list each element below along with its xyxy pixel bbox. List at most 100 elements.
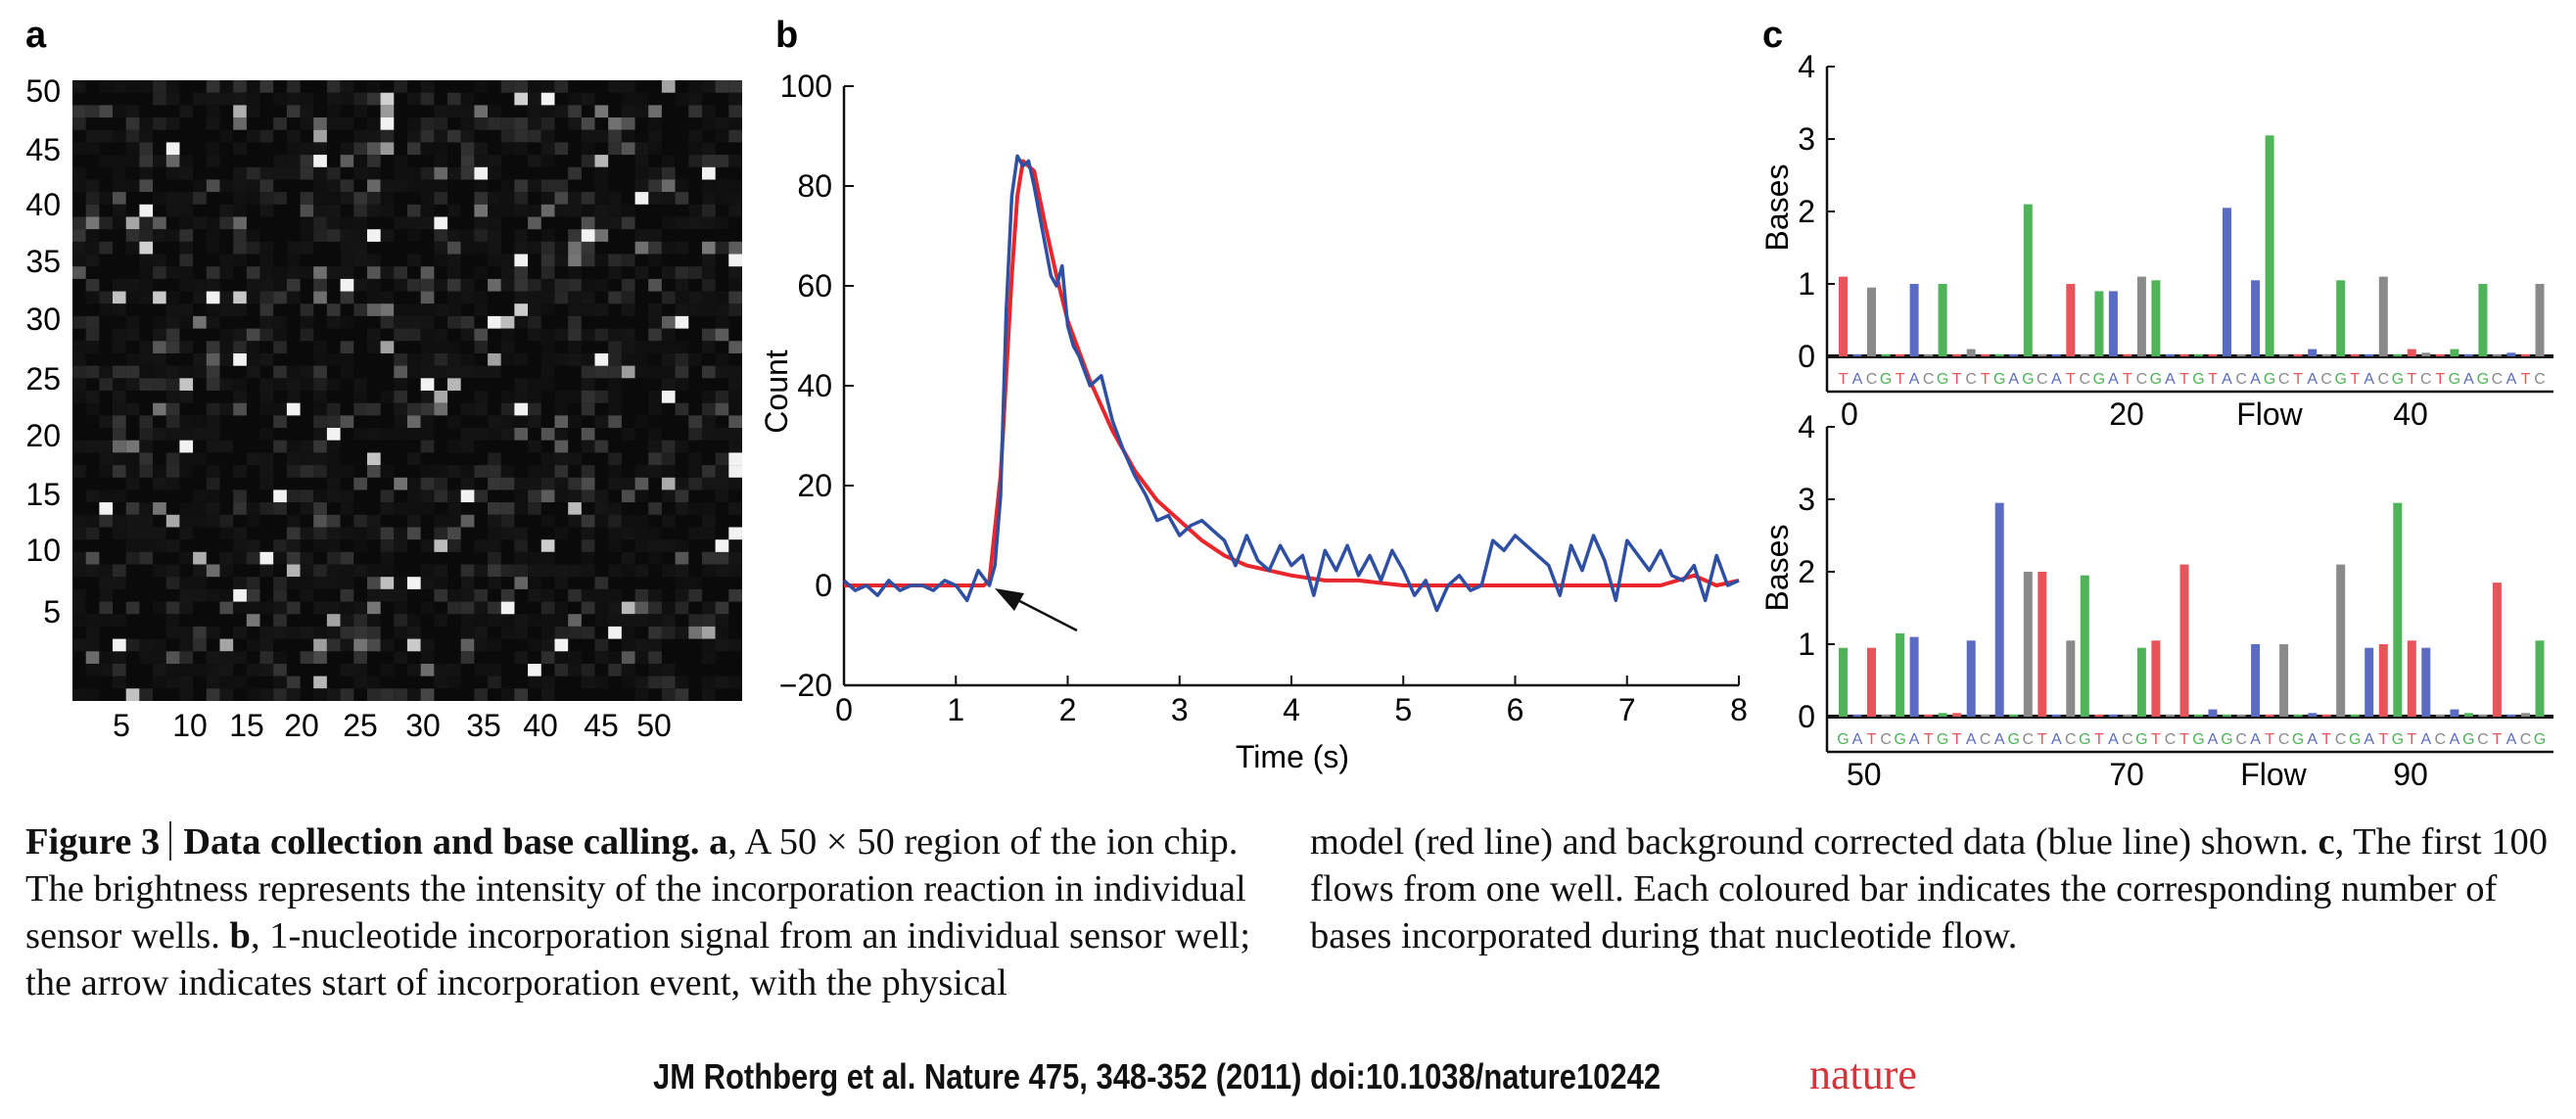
heatmap-cell — [554, 440, 569, 453]
heatmap-cell — [139, 229, 154, 242]
heatmap-x-tick-label: 30 — [405, 708, 441, 743]
flow-bar — [2336, 564, 2346, 717]
heatmap-cell — [165, 328, 180, 342]
heatmap-cell — [634, 490, 649, 503]
heatmap-cell — [139, 452, 154, 466]
heatmap-bright-cell — [113, 638, 126, 652]
heatmap-cell — [434, 117, 448, 130]
heatmap-cell — [179, 452, 194, 466]
heatmap-cell — [568, 105, 582, 118]
heatmap-cell — [286, 266, 301, 279]
flow-bar — [1909, 636, 1919, 717]
heatmap-cell — [153, 664, 166, 676]
heatmap-cell — [447, 241, 461, 255]
heatmap-cell — [179, 551, 194, 565]
heatmap-cell — [581, 539, 595, 552]
heatmap-cell — [353, 564, 367, 578]
heatmap-cell — [407, 129, 421, 143]
heatmap-cell — [219, 514, 234, 528]
heatmap-cell — [581, 551, 595, 565]
heatmap-cell — [634, 527, 649, 540]
heatmap-cell — [99, 440, 114, 453]
heatmap-cell — [219, 638, 234, 652]
heatmap-cell — [594, 415, 609, 429]
heatmap-cell — [233, 527, 247, 540]
heatmap-cell — [286, 391, 301, 403]
flow-bar — [2151, 280, 2161, 356]
heatmap-cell — [179, 601, 194, 615]
heatmap-cell — [514, 391, 529, 403]
heatmap-cell — [139, 688, 154, 701]
heatmap-cell — [500, 527, 515, 540]
heatmap-cell — [715, 402, 729, 416]
heatmap-cell — [85, 278, 100, 292]
heatmap-cell — [688, 626, 702, 639]
heatmap-cell — [367, 601, 381, 615]
flow-bar — [2421, 647, 2431, 717]
heatmap-cell — [286, 105, 301, 118]
heatmap-cell — [273, 676, 287, 689]
y-tick-label: 0 — [815, 568, 832, 603]
heatmap-cell — [326, 229, 341, 242]
heatmap-cell — [300, 651, 314, 664]
heatmap-cell — [500, 142, 515, 156]
heatmap-cell — [675, 564, 689, 578]
heatmap-cell — [326, 378, 341, 391]
heatmap-bright-cell — [514, 254, 529, 267]
heatmap-cell — [568, 266, 582, 279]
heatmap-bright-cell — [259, 551, 274, 565]
bar-x-tick-label: 70 — [2109, 757, 2144, 792]
heatmap-cell — [634, 241, 649, 255]
heatmap-cell — [179, 428, 194, 441]
heatmap-bright-cell — [233, 588, 247, 602]
heatmap-cell — [99, 577, 114, 589]
heatmap-cell — [219, 353, 234, 366]
heatmap-cell — [139, 378, 154, 391]
heatmap-cell — [702, 638, 716, 652]
heatmap-cell — [568, 651, 582, 664]
heatmap-cell — [139, 216, 154, 230]
heatmap-cell — [568, 192, 582, 205]
heatmap-cell — [608, 588, 622, 602]
flow-bar — [2350, 353, 2360, 356]
heatmap-cell — [581, 564, 595, 578]
heatmap-cell — [259, 651, 274, 664]
heatmap-cell — [608, 564, 622, 578]
heatmap-cell — [206, 278, 220, 292]
heatmap-cell — [634, 601, 649, 615]
heatmap-cell — [514, 278, 529, 292]
x-tick-label: 1 — [947, 692, 964, 727]
heatmap-cell — [488, 415, 501, 429]
heatmap-cell — [300, 142, 314, 156]
heatmap-cell — [113, 440, 126, 453]
bar-y-tick-label: 1 — [1798, 627, 1815, 662]
heatmap-cell — [514, 564, 529, 578]
heatmap-cell — [179, 278, 194, 292]
heatmap-cell — [460, 564, 475, 578]
heatmap-cell — [246, 638, 260, 652]
heatmap-cell — [728, 378, 742, 391]
heatmap-cell — [286, 378, 301, 391]
heatmap-cell — [688, 80, 702, 93]
heatmap-cell — [85, 229, 100, 242]
heatmap-cell — [675, 588, 689, 602]
heatmap-cell — [353, 378, 367, 391]
heatmap-cell — [661, 216, 676, 230]
heatmap-cell — [219, 92, 234, 106]
heatmap-cell — [380, 266, 395, 279]
heatmap-cell — [300, 192, 314, 205]
heatmap-cell — [153, 341, 166, 353]
flow-bar — [2251, 644, 2261, 717]
heatmap-cell — [420, 428, 435, 441]
heatmap-cell — [326, 216, 341, 230]
heatmap-cell — [474, 105, 489, 118]
heatmap-cell — [273, 601, 287, 615]
heatmap-cell — [568, 588, 582, 602]
incorporation-arrow — [995, 588, 1078, 632]
heatmap-cell — [648, 179, 662, 193]
heatmap-cell — [702, 402, 716, 416]
heatmap-cell — [514, 92, 529, 106]
heatmap-cell — [688, 353, 702, 366]
heatmap-cell — [113, 192, 126, 205]
heatmap-cell — [500, 564, 515, 578]
